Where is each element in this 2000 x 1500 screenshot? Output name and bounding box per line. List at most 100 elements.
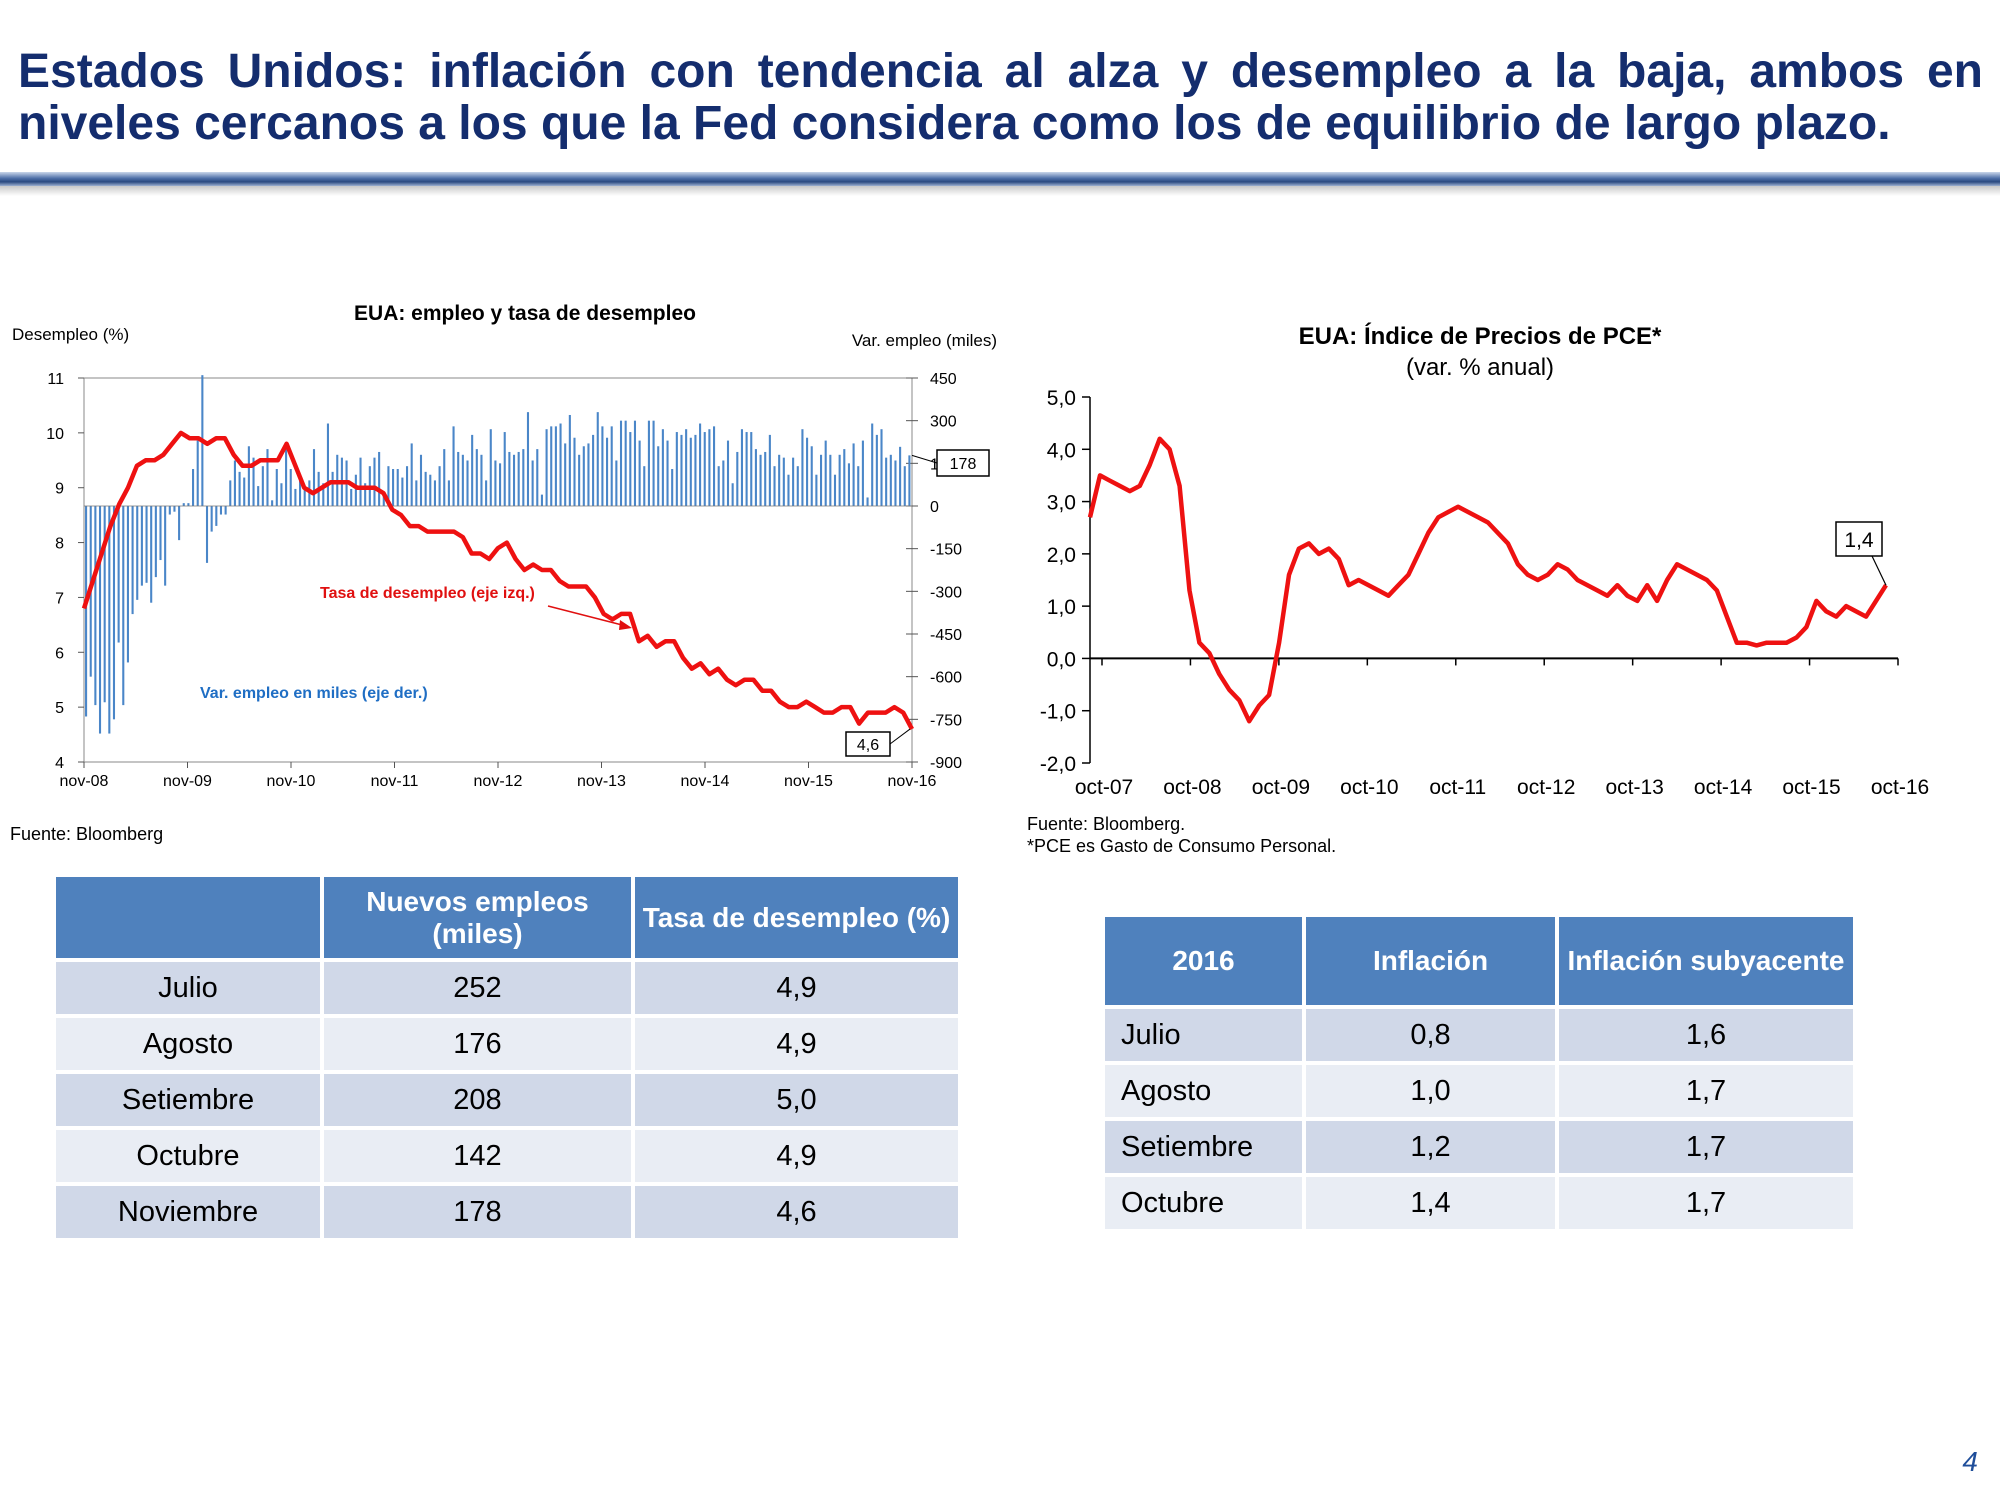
chart1-employment-bar: [159, 506, 162, 561]
chart2-x-tick-label: oct-10: [1340, 776, 1398, 799]
employment-table: Nuevos empleos (miles) Tasa de desempleo…: [52, 873, 962, 1242]
table-cell: 1,4: [1306, 1177, 1555, 1229]
chart1-employment-bar: [526, 412, 530, 506]
chart1-employment-bar: [666, 440, 669, 506]
table-row: Octubre 1,4 1,7: [1105, 1177, 1853, 1229]
table-cell: 0,8: [1306, 1009, 1555, 1061]
chart1-callout-unemployment: 4,6: [857, 737, 879, 754]
chart1-employment-bar: [140, 506, 143, 586]
table-row-label: Julio: [56, 962, 320, 1014]
chart1-employment-bar: [303, 488, 306, 506]
chart1-employment-bar: [745, 432, 748, 506]
table-cell: 252: [324, 962, 631, 1014]
chart1-employment-bar: [331, 471, 334, 506]
chart1-employment-bar: [908, 455, 911, 506]
table-cell: 178: [324, 1186, 631, 1238]
chart1-employment-bar: [196, 440, 199, 506]
chart1-employment-bar: [750, 432, 753, 506]
chart1-employment-bar: [689, 437, 692, 506]
table-row-label: Setiembre: [56, 1074, 320, 1126]
chart1-employment-bar: [98, 506, 102, 734]
chart1-left-tick-label: 6: [55, 645, 64, 662]
chart1-employment-bar: [847, 463, 850, 506]
chart1-employment-bar: [261, 466, 264, 506]
chart1-employment-bar: [871, 423, 874, 506]
table-row: Agosto 1,0 1,7: [1105, 1065, 1853, 1117]
chart1-employment-bar: [210, 506, 213, 532]
chart1-right-tick-label: -150: [930, 542, 962, 559]
chart1-employment-bar: [699, 423, 702, 506]
table-cell: 1,7: [1559, 1065, 1853, 1117]
table-row: Octubre 142 4,9: [56, 1130, 958, 1182]
chart1-employment-bar: [801, 429, 804, 506]
chart2-x-tick-label: oct-07: [1075, 776, 1133, 799]
chart1-employment-bar: [480, 454, 483, 506]
chart1-employment-bar: [796, 466, 799, 506]
table-cell: 4,6: [635, 1186, 958, 1238]
chart1-right-tick-label: -600: [930, 670, 962, 687]
chart1-employment-bar: [633, 420, 637, 506]
table-cell: 4,9: [635, 1018, 958, 1070]
table-cell: 1,0: [1306, 1065, 1555, 1117]
chart1-employment-bar: [350, 488, 353, 506]
chart1-employment-bar: [401, 477, 404, 506]
chart1-employment-bar: [205, 506, 209, 563]
chart1-employment-bar: [387, 466, 390, 506]
chart1-employment-bar: [150, 506, 153, 603]
chart1-employment-bar: [680, 434, 683, 506]
chart1-employment-bar: [192, 469, 195, 506]
chart1-employment-bar: [126, 506, 129, 663]
chart1-left-tick-label: 9: [55, 481, 64, 498]
chart1-right-tick-label: -300: [930, 584, 962, 601]
chart2-x-tick-label: oct-16: [1871, 776, 1929, 799]
chart1-employment-bar: [378, 451, 381, 506]
chart2-y-tick-label: -1,0: [1040, 701, 1076, 724]
table-row-label: Agosto: [1105, 1065, 1302, 1117]
chart1-x-tick-label: nov-16: [888, 773, 937, 790]
chart2-x-tick-label: oct-14: [1694, 776, 1753, 799]
table-row-label: Noviembre: [56, 1186, 320, 1238]
table-row: Noviembre 178 4,6: [56, 1186, 958, 1238]
chart1-title: EUA: empleo y tasa de desempleo: [354, 302, 696, 325]
chart1-x-tick-label: nov-14: [681, 773, 730, 790]
chart1-employment-bar: [829, 454, 832, 506]
chart1-employment-bar: [178, 506, 181, 541]
chart1-right-tick-label: -450: [930, 627, 962, 644]
chart1-employment-bar: [615, 460, 618, 506]
chart1-employment-bar: [187, 503, 190, 506]
chart1-employment-bar: [275, 469, 278, 506]
chart1-employment-bar: [861, 440, 864, 506]
chart1-employment-bar: [899, 446, 902, 506]
employment-unemployment-chart: EUA: empleo y tasa de desempleo Desempleo…: [12, 302, 997, 790]
chart1-employment-bar: [461, 454, 464, 506]
chart1-employment-bar: [136, 506, 139, 600]
chart1-employment-bar: [852, 443, 855, 506]
chart1-left-tick-label: 5: [55, 700, 64, 717]
table-row-label: Octubre: [56, 1130, 320, 1182]
chart1-employment-bar: [657, 446, 660, 506]
chart1-callout-leader-unemployment: [889, 728, 911, 745]
employment-header-unemployment-rate: Tasa de desempleo (%): [635, 877, 958, 958]
chart1-employment-bar: [410, 443, 413, 506]
chart1-employment-bar: [312, 449, 316, 506]
chart1-employment-bar: [792, 457, 795, 506]
chart1-employment-bar: [875, 434, 878, 506]
chart2-y-tick-label: 2,0: [1047, 544, 1076, 567]
chart1-employment-bar: [503, 432, 506, 506]
table-cell: 1,6: [1559, 1009, 1853, 1061]
chart1-employment-bar: [322, 483, 325, 506]
chart1-employment-bar: [131, 506, 134, 615]
chart1-employment-bar: [661, 429, 664, 506]
chart2-source: Fuente: Bloomberg.: [1027, 814, 1186, 834]
chart1-employment-bar: [713, 426, 716, 506]
chart1-employment-bar: [489, 429, 492, 506]
chart1-employment-bar: [889, 454, 892, 506]
chart1-employment-bar: [564, 443, 567, 506]
chart2-y-tick-label: 4,0: [1047, 439, 1076, 462]
table-cell: 1,7: [1559, 1121, 1853, 1173]
table-cell: 5,0: [635, 1074, 958, 1126]
chart1-left-tick-label: 4: [55, 755, 64, 772]
chart1-x-tick-label: nov-12: [474, 773, 523, 790]
chart1-employment-bar: [215, 506, 218, 526]
chart2-y-tick-label: 1,0: [1047, 596, 1076, 619]
